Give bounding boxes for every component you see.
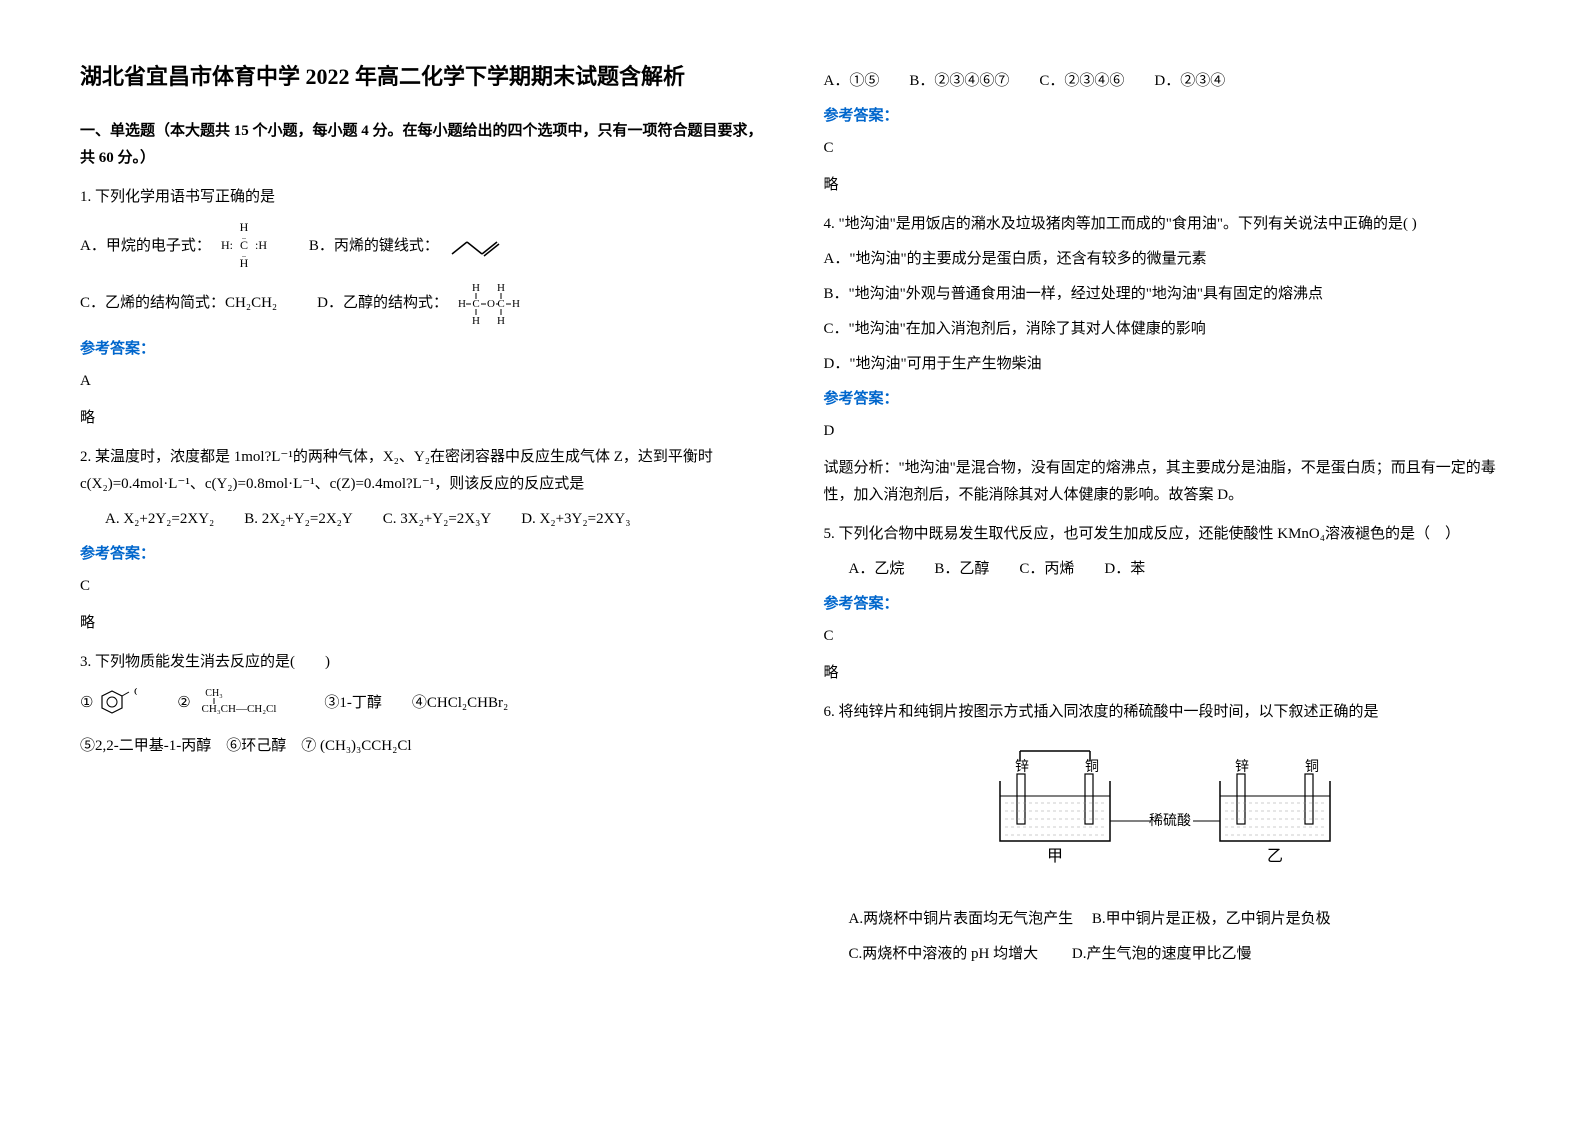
q3-items-34: ③1-丁醇 ④CHCl₂CHBr₂ [324, 690, 508, 717]
q3-optB: B．②③④⑥⑦ [909, 68, 1009, 95]
q4-optD: D．"地沟油"可用于生产生物柴油 [824, 351, 1508, 378]
q2-options: A. X₂+2Y₂=2XY₂ B. 2X₂+Y₂=2X₂Y C. 3X₂+Y₂=… [105, 506, 764, 533]
chlorobenzene-icon: Cl [97, 686, 137, 721]
q2-optA: A. X₂+2Y₂=2XY₂ [105, 506, 214, 533]
q6-diagram: 锌 铜 甲 稀硫酸 锌 铜 [824, 741, 1508, 891]
svg-text::H: :H [255, 238, 267, 252]
q4-answer: D [824, 418, 1508, 445]
q6-optB: B.甲中铜片是正极，乙中铜片是负极 [1092, 911, 1331, 927]
question-1: 1. 下列化学用语书写正确的是 [80, 184, 764, 211]
section-1-header: 一、单选题（本大题共 15 个小题，每小题 4 分。在每小题给出的四个选项中，只… [80, 118, 764, 172]
q1-row-1: A．甲烷的电子式： H .. H: C :H .. H B．丙烯的键线式： [80, 221, 764, 271]
q3-item-2: ② CH₃ CH₃CH—CH₂Cl [177, 686, 284, 721]
q4-optC: C．"地沟油"在加入消泡剂后，消除了其对人体健康的影响 [824, 316, 1508, 343]
beaker-diagram-icon: 锌 铜 甲 稀硫酸 锌 铜 [975, 741, 1355, 881]
svg-text:H: H [240, 256, 249, 270]
svg-text:Cl: Cl [134, 686, 137, 698]
svg-text:C: C [497, 298, 504, 310]
svg-text:CH₃CH—CH₂Cl: CH₃CH—CH₂Cl [202, 703, 277, 715]
q2-optB: B. 2X₂+Y₂=2X₂Y [244, 506, 352, 533]
q1-option-d: D．乙醇的结构式： H H H C O C H H H [317, 281, 546, 326]
q6-optC: C.两烧杯中溶液的 pH 均增大 [849, 946, 1039, 962]
q5-options: A．乙烷 B．乙醇 C．丙烯 D．苯 [849, 556, 1508, 583]
zn-label-1: 锌 [1015, 759, 1029, 775]
q3-answer: C [824, 135, 1508, 162]
ethanol-structure-icon: H H H C O C H H H [456, 281, 546, 326]
q3-options: A．①⑤ B．②③④⑥⑦ C．②③④⑥ D．②③④ [824, 68, 1508, 95]
propene-line-icon [447, 234, 507, 259]
methane-electron-icon: H .. H: C :H .. H [219, 221, 269, 271]
q6-optA: A.两烧杯中铜片表面均无气泡产生 [849, 911, 1074, 927]
q3-optD: D．②③④ [1154, 68, 1225, 95]
q3-optA: A．①⑤ [824, 68, 880, 95]
question-5: 5. 下列化合物中既易发生取代反应，也可发生加成反应，还能使酸性 KMnO₄溶液… [824, 521, 1508, 548]
question-2: 2. 某温度时，浓度都是 1mol?L⁻¹的两种气体，X₂、Y₂在密闭容器中反应… [80, 444, 764, 498]
q4-answer-label: 参考答案： [824, 386, 1508, 413]
q3-answer-label: 参考答案： [824, 103, 1508, 130]
svg-text:H: H [512, 298, 520, 310]
q2-answer-note: 略 [80, 610, 764, 637]
q5-answer: C [824, 623, 1508, 650]
svg-text:H: H [458, 298, 466, 310]
q1-optC-label: C．乙烯的结构简式：CH₂CH₂ [80, 290, 277, 317]
q3-items-row: ① Cl ② CH₃ CH₃CH—CH₂Cl ③1-丁醇 ④CHCl₂CHBr₂ [80, 686, 764, 721]
document-title: 湖北省宜昌市体育中学 2022 年高二化学下学期期末试题含解析 [80, 60, 764, 93]
q5-optD: D．苯 [1104, 556, 1145, 583]
cu-label-2: 铜 [1305, 759, 1319, 775]
ch3chch2cl-icon: CH₃ CH₃CH—CH₂Cl [194, 686, 284, 721]
q4-optB: B．"地沟油"外观与普通食用油一样，经过处理的"地沟油"具有固定的熔沸点 [824, 281, 1508, 308]
q3-items-567: ⑤2,2-二甲基-1-丙醇 ⑥环己醇 ⑦ (CH₃)₃CCH₂Cl [80, 733, 764, 760]
yi-label: 乙 [1267, 848, 1283, 865]
jia-label: 甲 [1047, 848, 1063, 865]
q1-option-b: B．丙烯的键线式： [309, 233, 507, 260]
zn-label-2: 锌 [1235, 759, 1249, 775]
q1-row-2: C．乙烯的结构简式：CH₂CH₂ D．乙醇的结构式： H H H C O C H [80, 281, 764, 326]
left-column: 湖北省宜昌市体育中学 2022 年高二化学下学期期末试题含解析 一、单选题（本大… [50, 60, 794, 1062]
svg-text:C: C [472, 298, 479, 310]
q5-answer-label: 参考答案： [824, 591, 1508, 618]
svg-text:CH₃: CH₃ [206, 688, 223, 699]
q3-optC: C．②③④⑥ [1039, 68, 1124, 95]
svg-text:H: H [472, 282, 480, 294]
q6-optD: D.产生气泡的速度甲比乙慢 [1072, 946, 1252, 962]
q6-options-row1: A.两烧杯中铜片表面均无气泡产生 B.甲中铜片是正极，乙中铜片是负极 [849, 906, 1508, 933]
q2-optC: C. 3X₂+Y₂=2X₃Y [383, 506, 491, 533]
q2-answer-label: 参考答案： [80, 541, 764, 568]
q1-answer-note: 略 [80, 405, 764, 432]
q4-optA: A．"地沟油"的主要成分是蛋白质，还含有较多的微量元素 [824, 246, 1508, 273]
q1-option-c: C．乙烯的结构简式：CH₂CH₂ [80, 290, 277, 317]
cu-label-1: 铜 [1085, 759, 1099, 775]
q1-optD-label: D．乙醇的结构式： [317, 290, 448, 317]
q1-answer-label: 参考答案： [80, 336, 764, 363]
question-3: 3. 下列物质能发生消去反应的是( ) [80, 649, 764, 676]
acid-label: 稀硫酸 [1149, 813, 1191, 829]
svg-text:H:: H: [221, 238, 233, 252]
svg-text:O: O [487, 298, 495, 310]
svg-text:H: H [497, 282, 505, 294]
q3-item-1: ① Cl [80, 686, 137, 721]
q2-optD: D. X₂+3Y₂=2XY₃ [521, 506, 630, 533]
question-6: 6. 将纯锌片和纯铜片按图示方式插入同浓度的稀硫酸中一段时间，以下叙述正确的是 [824, 699, 1508, 726]
q4-analysis: 试题分析："地沟油"是混合物，没有固定的熔沸点，其主要成分是油脂，不是蛋白质；而… [824, 455, 1508, 509]
q1-optB-label: B．丙烯的键线式： [309, 233, 439, 260]
q1-optA-label: A．甲烷的电子式： [80, 233, 211, 260]
svg-text:H: H [497, 315, 505, 326]
q1-option-a: A．甲烷的电子式： H .. H: C :H .. H [80, 221, 269, 271]
q1-answer: A [80, 368, 764, 395]
q6-options-row2: C.两烧杯中溶液的 pH 均增大 D.产生气泡的速度甲比乙慢 [849, 941, 1508, 968]
q5-optB: B．乙醇 [934, 556, 989, 583]
q2-answer: C [80, 573, 764, 600]
q5-optA: A．乙烷 [849, 556, 905, 583]
q3-answer-note: 略 [824, 172, 1508, 199]
right-column: A．①⑤ B．②③④⑥⑦ C．②③④⑥ D．②③④ 参考答案： C 略 4. "… [794, 60, 1538, 1062]
question-4: 4. "地沟油"是用饭店的潲水及垃圾猪肉等加工而成的"食用油"。下列有关说法中正… [824, 211, 1508, 238]
q5-answer-note: 略 [824, 660, 1508, 687]
svg-text:H: H [472, 315, 480, 326]
q5-optC: C．丙烯 [1019, 556, 1074, 583]
